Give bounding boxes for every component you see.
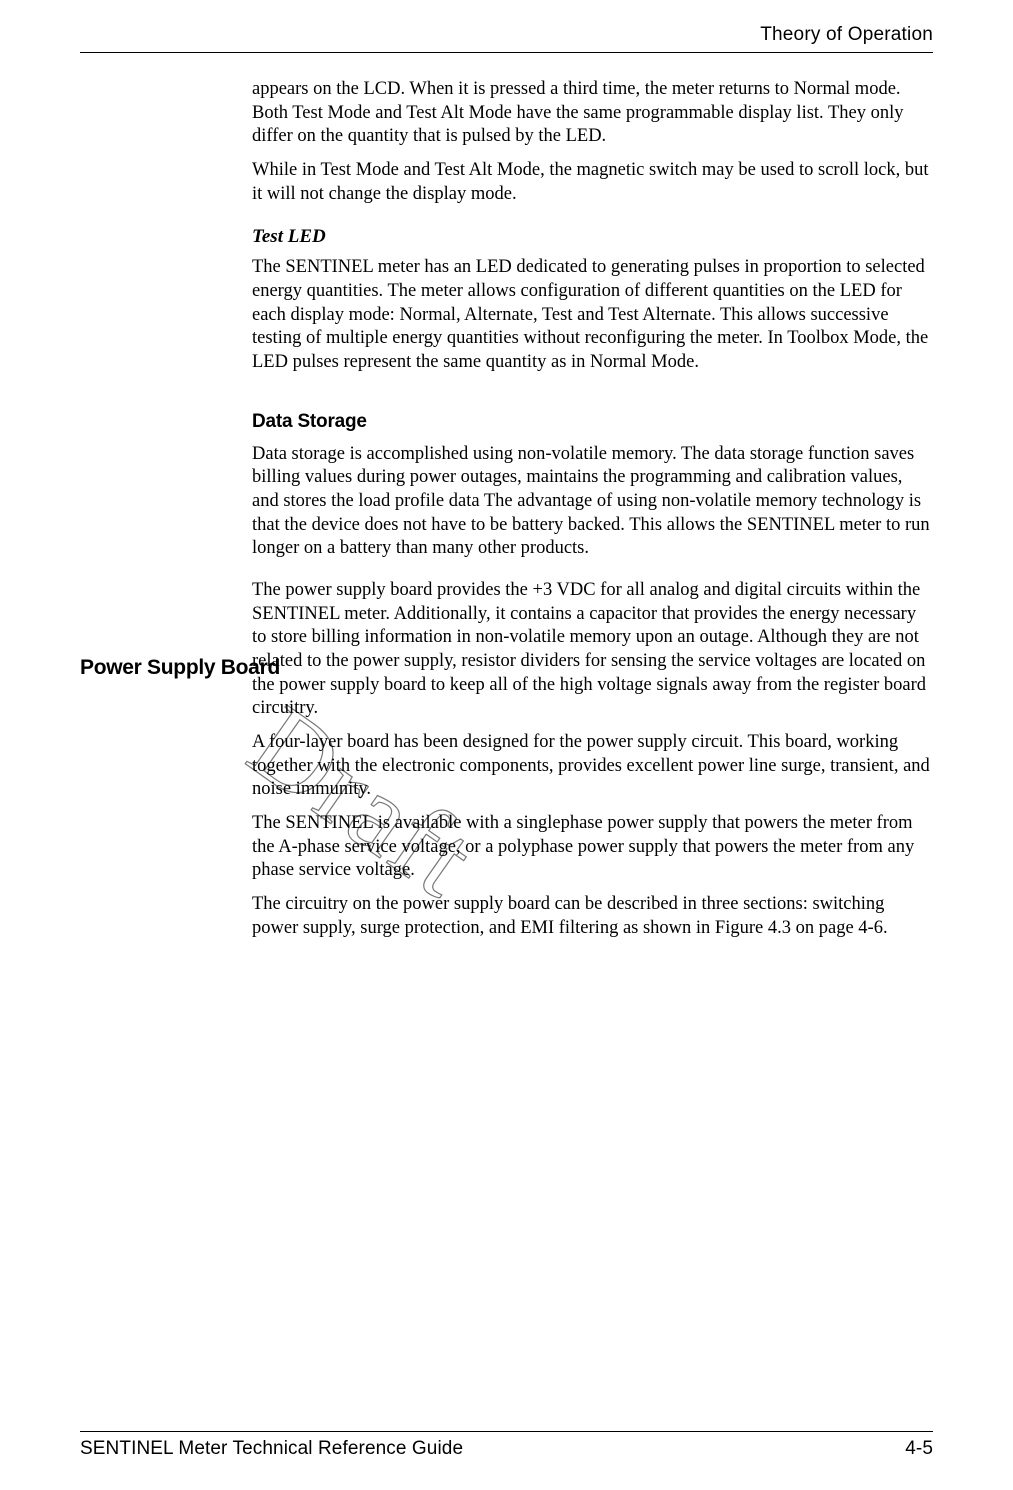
footer-rule [80,1431,933,1432]
body-paragraph: The SENTINEL meter has an LED dedicated … [252,256,933,374]
page-content: appears on the LCD. When it is pressed a… [80,78,933,950]
body-paragraph: appears on the LCD. When it is pressed a… [252,78,933,149]
subheading-data-storage: Data Storage [252,411,933,433]
page-header: Theory of Operation [80,24,933,53]
footer-doc-title: SENTINEL Meter Technical Reference Guide [80,1438,463,1460]
body-paragraph: The circuitry on the power supply board … [252,893,933,940]
body-paragraph: Data storage is accomplished using non-v… [252,443,933,561]
chapter-title: Theory of Operation [80,24,933,46]
body-paragraph: The power supply board provides the +3 V… [252,579,933,721]
body-paragraph: While in Test Mode and Test Alt Mode, th… [252,159,933,206]
subheading-test-led: Test LED [252,226,933,248]
body-paragraph: A four-layer board has been designed for… [252,731,933,802]
side-heading-power-supply: Power Supply Board [80,656,280,680]
page-footer: SENTINEL Meter Technical Reference Guide… [80,1431,933,1460]
header-rule [80,52,933,53]
body-paragraph: The SENTINEL is available with a singlep… [252,812,933,883]
footer-page-number: 4-5 [905,1438,933,1460]
